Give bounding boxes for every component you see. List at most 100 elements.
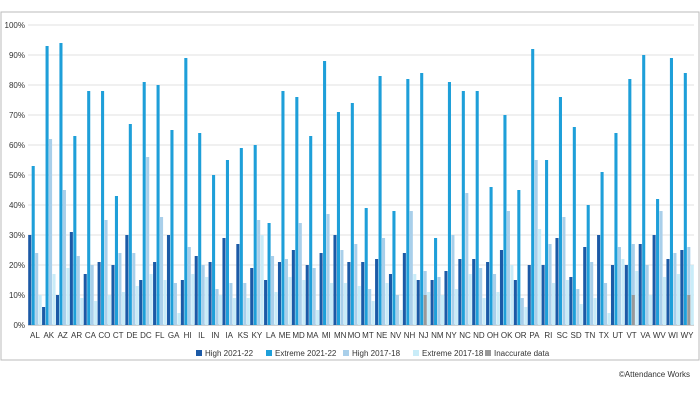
bar-high-2017-18-nm — [437, 277, 441, 325]
bar-high-2021-22-or — [513, 280, 517, 325]
bar-extreme-2021-22-va — [642, 55, 646, 325]
y-tick-label: 10% — [9, 291, 25, 300]
bar-extreme-2021-22-il — [198, 133, 202, 325]
bar-extreme-2021-22-ga — [170, 130, 174, 325]
x-tick-label: CO — [98, 331, 110, 340]
x-axis-ticks: AL AK AZ AR CA CO CT DE DC FL GA HI IL IN IA KS KY LA ME MD… — [30, 331, 694, 340]
bar-high-2017-18-mo — [354, 244, 358, 325]
x-tick-label: VA — [640, 331, 651, 340]
bar-extreme-2021-22-fl — [156, 85, 160, 325]
bar-high-2021-22-tx — [597, 235, 601, 325]
bar-extreme-2021-22-wy — [683, 73, 687, 325]
bar-extreme-2021-22-ma — [309, 136, 313, 325]
bar-high-2017-18-ga — [173, 283, 177, 325]
x-tick-label: PA — [529, 331, 540, 340]
bar-high-2021-22-nd — [472, 259, 476, 325]
bar-high-2021-22-ia — [222, 238, 226, 325]
bar-high-2017-18-wy — [687, 247, 691, 325]
bar-high-2021-22-ks — [236, 244, 240, 325]
legend-swatch-high-2017-18 — [343, 350, 349, 356]
bar-high-2017-18-az — [62, 190, 66, 325]
bar-high-2017-18-nd — [479, 268, 483, 325]
bar-high-2017-18-sc — [562, 217, 566, 325]
bar-high-2021-22-ct — [111, 265, 115, 325]
x-tick-label: NJ — [419, 331, 429, 340]
bar-extreme-2017-18-ma — [316, 310, 320, 325]
bar-extreme-2017-18-fl — [163, 280, 167, 325]
bar-high-2021-22-vt — [624, 265, 628, 325]
bar-extreme-2017-18-nc — [468, 274, 472, 325]
bar-extreme-2017-18-ca — [94, 301, 98, 325]
bar-high-2017-18-mn — [340, 250, 344, 325]
x-tick-label: MN — [334, 331, 347, 340]
bar-high-2021-22-ky — [250, 268, 254, 325]
bar-high-2017-18-md — [298, 223, 302, 325]
bar-high-2021-22-ne — [375, 259, 379, 325]
bar-high-2017-18-ny — [451, 235, 455, 325]
y-tick-label: 30% — [9, 231, 25, 240]
bar-extreme-2017-18-ak — [52, 274, 56, 325]
x-tick-label: CA — [85, 331, 97, 340]
x-tick-label: RI — [544, 331, 552, 340]
bar-extreme-2017-18-mt — [371, 301, 375, 325]
bar-high-2017-18-il — [201, 265, 205, 325]
bar-extreme-2021-22-ne — [378, 76, 382, 325]
bar-extreme-2017-18-in — [218, 295, 223, 325]
bar-extreme-2021-22-ak — [45, 46, 49, 325]
legend-label-inaccurate-data: Inaccurate data — [494, 349, 550, 358]
bar-extreme-2021-22-de — [128, 124, 132, 325]
bar-high-2021-22-mi — [319, 253, 323, 325]
bar-high-2021-22-ga — [166, 235, 171, 325]
bar-extreme-2021-22-in — [212, 175, 216, 325]
bar-extreme-2021-22-ca — [87, 91, 91, 325]
y-tick-label: 70% — [9, 111, 25, 120]
bar-extreme-2021-22-ks — [239, 148, 243, 325]
bar-extreme-2017-18-ar — [80, 298, 84, 325]
bar-extreme-2017-18-wy — [690, 265, 694, 325]
x-tick-label: AK — [43, 331, 54, 340]
legend-swatch-extreme-2021-22 — [266, 350, 272, 356]
bar-high-2021-22-sd — [569, 277, 573, 325]
bar-high-2021-22-wi — [666, 259, 670, 325]
bar-extreme-2021-22-nv — [392, 211, 396, 325]
x-tick-label: DE — [127, 331, 138, 340]
x-tick-label: ND — [473, 331, 485, 340]
bar-high-2021-22-nj — [416, 280, 420, 325]
bar-high-2017-18-ar — [76, 256, 80, 325]
bar-extreme-2021-22-me — [281, 91, 285, 325]
bar-extreme-2021-22-mt — [364, 208, 368, 325]
x-tick-label: AR — [71, 331, 82, 340]
bar-high-2021-22-az — [55, 295, 60, 325]
bar-high-2021-22-pa — [527, 265, 531, 325]
legend: High 2021-22 Extreme 2021-22 High 2017-18 E… — [196, 349, 550, 358]
y-tick-label: 100% — [5, 21, 25, 30]
bar-inaccurate-data-wy — [687, 295, 691, 325]
bar-high-2017-18-ak — [49, 139, 53, 325]
bar-high-2017-18-ia — [229, 283, 233, 325]
credit-text: ©Attendance Works — [618, 370, 690, 379]
bar-extreme-2021-22-nc — [461, 91, 465, 325]
x-tick-label: OH — [487, 331, 499, 340]
bar-high-2017-18-ky — [257, 220, 261, 325]
bar-high-2017-18-de — [132, 253, 136, 325]
bar-high-2021-22-ut — [610, 265, 615, 325]
x-tick-label: NE — [376, 331, 387, 340]
x-tick-label: NM — [431, 331, 444, 340]
bar-high-2017-18-ks — [243, 283, 247, 325]
bar-extreme-2021-22-nm — [434, 238, 438, 325]
bar-high-2021-22-nc — [458, 259, 462, 325]
x-tick-label: DC — [140, 331, 152, 340]
bar-extreme-2017-18-ks — [246, 298, 250, 325]
bar-extreme-2017-18-ia — [232, 298, 236, 325]
bar-high-2017-18-mt — [368, 289, 372, 325]
bar-high-2017-18-wv — [659, 211, 663, 325]
bar-high-2021-22-de — [125, 235, 129, 325]
x-tick-label: AZ — [58, 331, 68, 340]
bar-extreme-2017-18-or — [524, 307, 528, 325]
bar-extreme-2017-18-wi — [676, 274, 680, 325]
bar-extreme-2017-18-ky — [260, 235, 264, 325]
bar-extreme-2021-22-dc — [142, 82, 146, 325]
x-tick-label: IN — [211, 331, 219, 340]
bar-extreme-2021-22-co — [101, 91, 105, 325]
bar-high-2021-22-me — [277, 262, 282, 325]
